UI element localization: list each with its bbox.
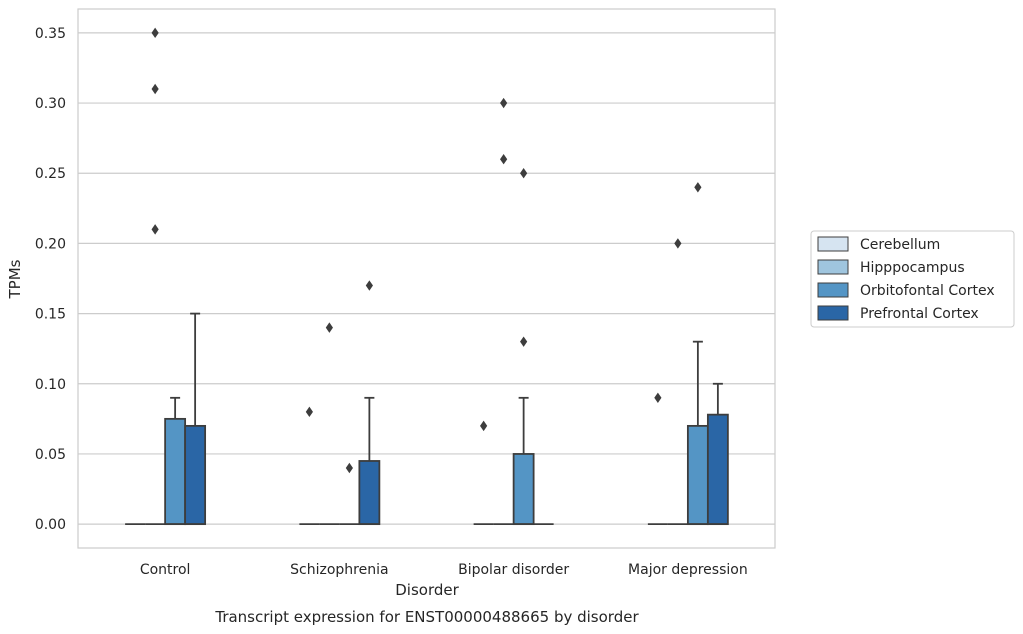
outlier-point bbox=[151, 27, 159, 39]
x-tick-label: Bipolar disorder bbox=[458, 562, 569, 578]
box-body bbox=[686, 424, 709, 526]
legend-swatch bbox=[817, 259, 849, 275]
outlier-point bbox=[151, 224, 159, 235]
y-tick-label: 0.25 bbox=[35, 166, 66, 182]
chart-caption: Transcript expression for ENST0000048866… bbox=[214, 608, 639, 626]
outlier-point bbox=[500, 153, 508, 165]
outlier-point bbox=[365, 280, 373, 291]
outlier-point bbox=[345, 462, 353, 474]
plot-frame bbox=[77, 8, 776, 549]
legend-label: Cerebellum bbox=[860, 237, 940, 253]
box-prefrontal-cortex bbox=[358, 396, 381, 526]
outlier-point bbox=[305, 406, 313, 418]
box-body bbox=[706, 413, 729, 526]
y-axis-label: TPMs bbox=[6, 259, 24, 299]
legend: Cerebellum Hipppocampus Orbitofontal Corte… bbox=[810, 230, 1015, 328]
legend-label: Prefrontal Cortex bbox=[860, 306, 979, 322]
outlier-point bbox=[520, 168, 528, 179]
x-tick-label: Control bbox=[140, 562, 191, 578]
outlier-point bbox=[500, 97, 508, 109]
legend-label: Hipppocampus bbox=[860, 260, 965, 276]
outlier-point bbox=[694, 182, 702, 193]
y-tick-label: 0.30 bbox=[35, 96, 66, 112]
legend-swatch bbox=[817, 282, 849, 298]
box-body bbox=[512, 453, 535, 526]
legend-swatch bbox=[817, 236, 849, 252]
legend-label: Orbitofontal Cortex bbox=[860, 283, 995, 299]
outlier-point bbox=[480, 420, 488, 432]
legend-swatch bbox=[817, 305, 849, 321]
x-axis-label: Disorder bbox=[395, 581, 459, 599]
y-tick-label: 0.05 bbox=[35, 447, 66, 463]
y-tick-label: 0.20 bbox=[35, 236, 66, 252]
x-tick-label: Major depression bbox=[628, 562, 748, 578]
outlier-point bbox=[151, 83, 159, 95]
box-orbitofontal-cortex bbox=[512, 396, 535, 526]
legend-frame bbox=[810, 230, 1015, 328]
box-orbitofontal-cortex bbox=[686, 340, 709, 526]
y-tick-label: 0.10 bbox=[35, 377, 66, 393]
y-tick-label: 0.00 bbox=[35, 517, 66, 533]
x-tick-label: Schizophrenia bbox=[290, 562, 388, 578]
box-body bbox=[164, 417, 187, 526]
x-axis-ticks: Control Schizophrenia Bipolar disorder Majo… bbox=[140, 562, 748, 578]
y-tick-label: 0.35 bbox=[35, 26, 66, 42]
y-tick-label: 0.15 bbox=[35, 307, 66, 323]
box-plots bbox=[125, 312, 729, 526]
outlier-point bbox=[654, 392, 662, 404]
box-body bbox=[358, 460, 381, 526]
outlier-points bbox=[151, 27, 702, 474]
outlier-point bbox=[325, 322, 333, 333]
box-body bbox=[184, 424, 207, 526]
box-orbitofontal-cortex bbox=[164, 396, 187, 526]
outlier-point bbox=[520, 336, 528, 347]
box-prefrontal-cortex bbox=[706, 382, 729, 526]
y-axis-ticks: 0.00 0.05 0.10 0.15 0.20 0.25 0.30 0.35 bbox=[35, 26, 66, 533]
box-prefrontal-cortex bbox=[184, 312, 207, 526]
outlier-point bbox=[674, 238, 682, 249]
